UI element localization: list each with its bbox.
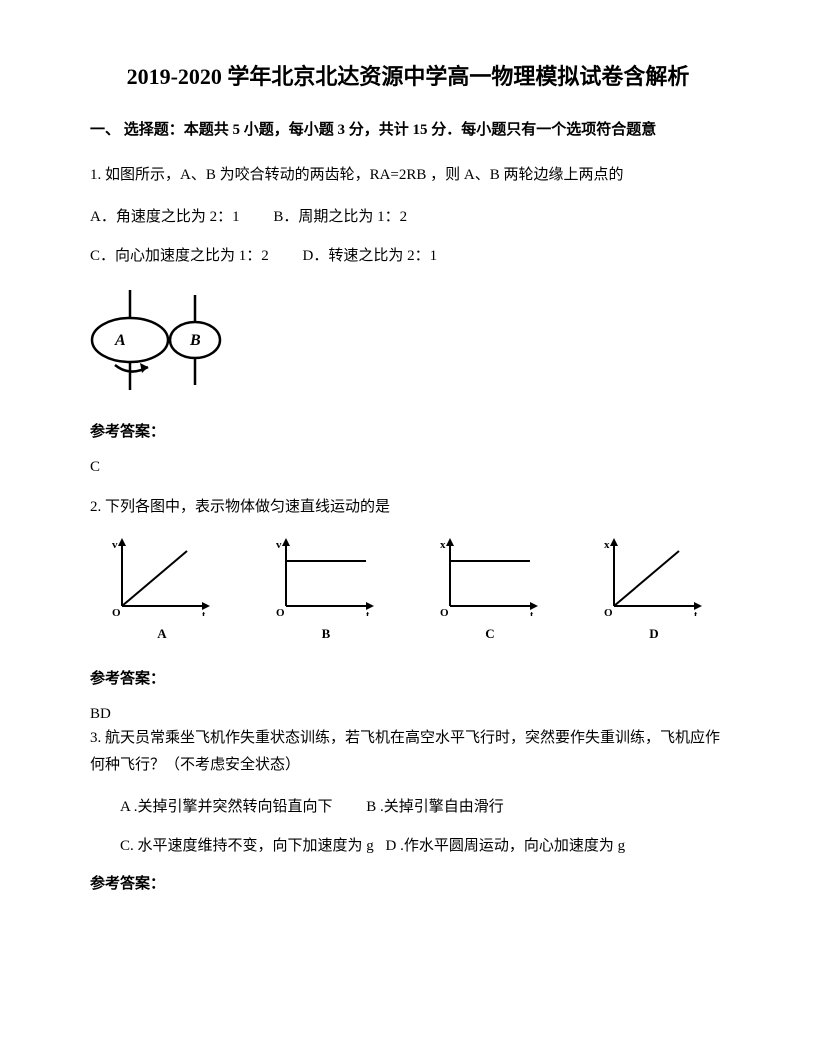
q2-answer: BD [90, 706, 726, 723]
question-2-text: 2. 下列各图中，表示物体做匀速直线运动的是 [90, 494, 726, 521]
q3-option-d: D .作水平圆周运动，向心加速度为 g [386, 833, 626, 860]
question-1-options-row-1: A．角速度之比为 2：1 B．周期之比为 1：2 [90, 204, 726, 231]
graph-c-label: C [435, 626, 545, 642]
graph-d-label: D [599, 626, 709, 642]
graphs-container: v t O A v t O B x t O C [90, 536, 726, 642]
graph-a-label: A [107, 626, 217, 642]
svg-text:v: v [276, 539, 282, 551]
gear-icon: A B [90, 285, 250, 395]
svg-text:t: t [366, 610, 370, 616]
page-title: 2019-2020 学年北京北达资源中学高一物理模拟试卷含解析 [90, 60, 726, 93]
q3-option-b: B .关掉引擎自由滑行 [366, 794, 504, 821]
svg-text:A: A [114, 332, 126, 349]
q1-option-b: B．周期之比为 1：2 [273, 204, 407, 231]
q1-option-c: C．向心加速度之比为 1：2 [90, 243, 269, 270]
svg-text:x: x [604, 539, 610, 551]
q3-option-c: C. 水平速度维持不变，向下加速度为 g [120, 833, 374, 860]
svg-text:O: O [112, 607, 121, 616]
graph-c-icon: x t O [435, 536, 545, 616]
section-header: 一、 选择题：本题共 5 小题，每小题 3 分，共计 15 分．每小题只有一个选… [90, 118, 726, 142]
question-1-options-row-2: C．向心加速度之比为 1：2 D．转速之比为 2：1 [90, 243, 726, 270]
svg-text:t: t [694, 610, 698, 616]
q3-answer-label: 参考答案： [90, 872, 726, 893]
question-3-options-row-2: C. 水平速度维持不变，向下加速度为 g D .作水平圆周运动，向心加速度为 g [90, 833, 726, 860]
svg-text:O: O [276, 607, 285, 616]
graph-b: v t O B [271, 536, 381, 642]
question-1-text: 1. 如图所示，A、B 为咬合转动的两齿轮，RA=2RB ，则 A、B 两轮边缘… [90, 162, 726, 189]
graph-d: x t O D [599, 536, 709, 642]
svg-text:O: O [604, 607, 613, 616]
question-3-text: 3. 航天员常乘坐飞机作失重状态训练，若飞机在高空水平飞行时，突然要作失重训练，… [90, 725, 726, 779]
graph-c: x t O C [435, 536, 545, 642]
svg-text:x: x [440, 539, 446, 551]
graph-b-icon: v t O [271, 536, 381, 616]
svg-text:O: O [440, 607, 449, 616]
q2-answer-label: 参考答案： [90, 667, 726, 688]
graph-a-icon: v t O [107, 536, 217, 616]
svg-text:t: t [202, 610, 206, 616]
q1-option-a: A．角速度之比为 2：1 [90, 204, 240, 231]
question-3-options-row-1: A .关掉引擎并突然转向铅直向下 B .关掉引擎自由滑行 [90, 794, 726, 821]
q3-option-a: A .关掉引擎并突然转向铅直向下 [120, 794, 333, 821]
gear-diagram: A B [90, 285, 726, 400]
svg-text:t: t [530, 610, 534, 616]
graph-b-label: B [271, 626, 381, 642]
graph-d-icon: x t O [599, 536, 709, 616]
q1-answer: C [90, 459, 726, 476]
q1-answer-label: 参考答案： [90, 420, 726, 441]
svg-text:B: B [189, 332, 201, 349]
graph-a: v t O A [107, 536, 217, 642]
q1-option-d: D．转速之比为 2：1 [303, 243, 438, 270]
svg-text:v: v [112, 539, 118, 551]
